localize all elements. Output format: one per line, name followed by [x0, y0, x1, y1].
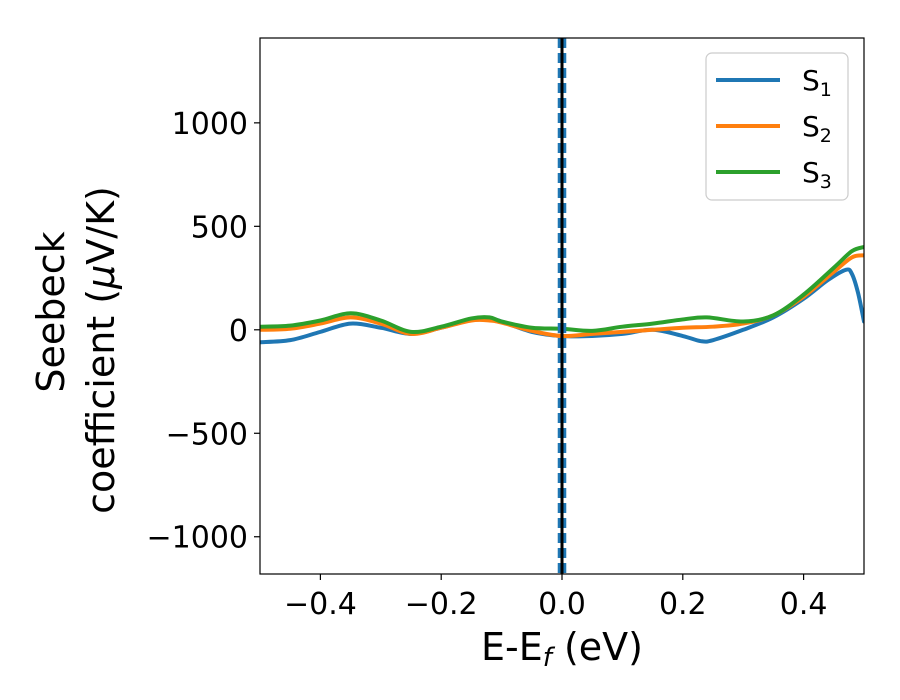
x-tick-label: 0.4	[780, 587, 828, 622]
y-tick-label: 0	[229, 314, 248, 349]
legend-label-s2: S2	[802, 110, 832, 147]
x-tick-label: 0.0	[538, 587, 586, 622]
legend: S1 S2 S3	[705, 52, 849, 201]
x-tick-label: 0.2	[659, 587, 707, 622]
y-ticks: −1000 −500 0 500 1000	[147, 107, 260, 556]
y-axis-label: Seebeck coefficient (μV/K)	[29, 186, 123, 514]
y-axis-label-line1: Seebeck	[29, 231, 73, 392]
y-axis-label-line2: coefficient (μV/K)	[79, 186, 123, 514]
y-tick-label: −500	[166, 417, 248, 452]
y-tick-label: −1000	[147, 521, 248, 556]
legend-label-s3: S3	[802, 156, 832, 193]
legend-label-s1: S1	[802, 64, 832, 101]
x-tick-label: −0.4	[284, 587, 357, 622]
x-ticks: −0.4 −0.2 0.0 0.2 0.4	[284, 574, 827, 622]
vline-layer	[557, 38, 567, 574]
x-axis-label: E-Ef (eV)	[481, 625, 643, 673]
y-tick-label: 1000	[172, 107, 248, 142]
x-tick-label: −0.2	[405, 587, 478, 622]
y-tick-label: 500	[191, 210, 248, 245]
series-line-s1	[260, 267, 864, 345]
